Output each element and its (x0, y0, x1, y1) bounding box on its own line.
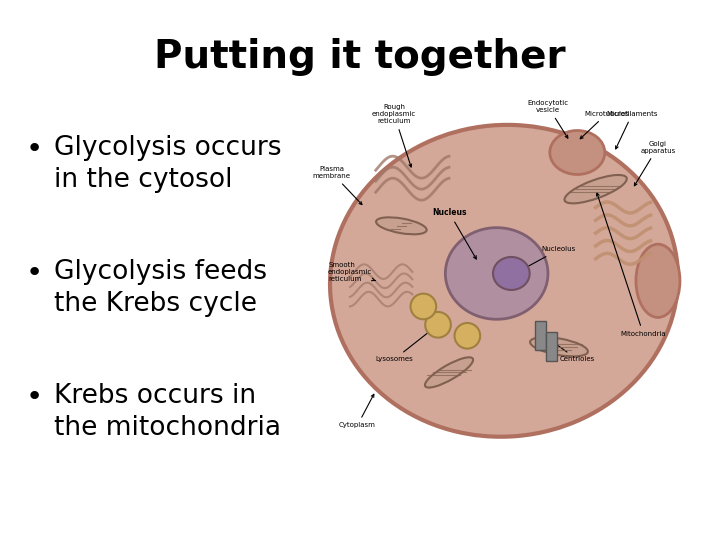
Ellipse shape (636, 244, 680, 318)
Text: Microfilaments: Microfilaments (606, 111, 658, 149)
Ellipse shape (426, 312, 451, 338)
Text: Microtubules: Microtubules (580, 111, 629, 139)
Ellipse shape (564, 175, 627, 204)
Text: Rough
endoplasmic
reticulum: Rough endoplasmic reticulum (372, 104, 416, 167)
Ellipse shape (410, 294, 436, 319)
Text: Glycolysis feeds
the Krebs cycle: Glycolysis feeds the Krebs cycle (54, 259, 267, 317)
Text: Endocytotic
vesicle: Endocytotic vesicle (528, 100, 569, 138)
Ellipse shape (493, 257, 530, 290)
Bar (546, 332, 557, 361)
Ellipse shape (550, 131, 605, 174)
Text: Cytoplasm: Cytoplasm (339, 394, 376, 428)
Text: Centrioles: Centrioles (548, 338, 595, 362)
Text: •: • (25, 135, 42, 163)
Ellipse shape (446, 228, 548, 319)
Text: Lysosomes: Lysosomes (375, 327, 435, 362)
Ellipse shape (425, 357, 473, 388)
Ellipse shape (530, 337, 588, 356)
Text: Mitochondria: Mitochondria (596, 193, 666, 337)
Text: Plasma
membrane: Plasma membrane (312, 166, 362, 205)
Ellipse shape (376, 217, 427, 234)
Text: Smooth
endoplasmic
reticulum: Smooth endoplasmic reticulum (328, 262, 375, 282)
Text: •: • (25, 383, 42, 411)
Ellipse shape (330, 125, 678, 437)
Text: •: • (25, 259, 42, 287)
Text: Putting it together: Putting it together (154, 38, 566, 76)
Ellipse shape (454, 323, 480, 349)
Text: Nucleolus: Nucleolus (518, 246, 576, 272)
Text: Nucleus: Nucleus (432, 208, 477, 259)
Text: Golgi
apparatus: Golgi apparatus (634, 140, 675, 186)
Text: Glycolysis occurs
in the cytosol: Glycolysis occurs in the cytosol (54, 135, 282, 193)
Bar (535, 321, 546, 350)
Text: Krebs occurs in
the mitochondria: Krebs occurs in the mitochondria (54, 383, 281, 441)
